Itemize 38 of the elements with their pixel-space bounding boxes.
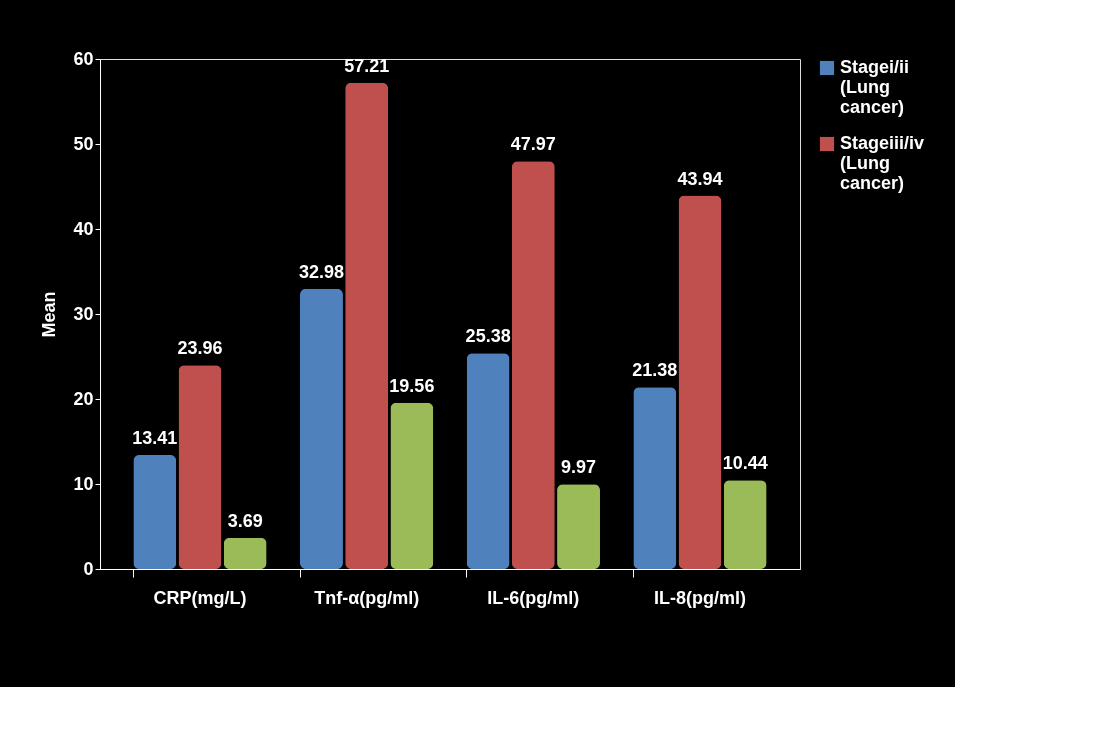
y-tick-label: 60 <box>73 48 94 69</box>
bar <box>223 537 267 569</box>
data-label: 13.41 <box>132 428 178 449</box>
data-label: 25.38 <box>465 326 511 347</box>
data-label: 47.97 <box>510 134 556 155</box>
bar <box>511 161 555 569</box>
bar <box>466 353 510 569</box>
bar <box>557 484 600 569</box>
y-tick-label: 50 <box>73 133 94 154</box>
x-tick-label: IL-8(pg/ml) <box>654 587 746 608</box>
data-label: 23.96 <box>177 338 223 359</box>
legend-label: Stagei/ii (Lung cancer) <box>840 57 910 117</box>
bar <box>178 365 222 569</box>
x-tick-label: CRP(mg/L) <box>153 587 247 608</box>
bar <box>723 480 767 569</box>
data-label: 32.98 <box>298 261 344 282</box>
y-tick-label: 40 <box>73 218 94 239</box>
bar <box>300 288 343 569</box>
bar <box>345 82 389 569</box>
y-tick-label: 0 <box>83 558 94 579</box>
data-label: 19.56 <box>389 375 435 396</box>
data-label: 43.94 <box>677 168 723 189</box>
bar <box>133 455 177 569</box>
data-label: 10.44 <box>722 453 768 474</box>
data-label: 3.69 <box>227 510 263 531</box>
x-tick-label: Tnf-α(pg/ml) <box>314 587 420 608</box>
bar <box>678 195 722 569</box>
data-label: 9.97 <box>561 457 597 478</box>
x-tick-label: IL-6(pg/ml) <box>487 587 580 608</box>
bar <box>633 387 677 569</box>
y-tick-label: 30 <box>73 303 94 324</box>
y-tick-label: 10 <box>73 473 94 494</box>
data-label: 21.38 <box>632 360 678 381</box>
legend-label: Stageiii/iv (Lung cancer) <box>840 133 925 193</box>
data-label: 57.21 <box>344 55 390 76</box>
bar <box>390 402 434 569</box>
y-axis-title: Mean <box>39 291 60 338</box>
y-tick-label: 20 <box>73 388 94 409</box>
